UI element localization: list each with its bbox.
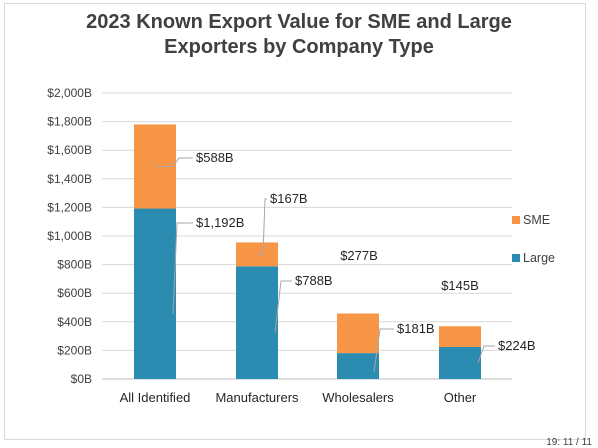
bar-large bbox=[134, 208, 176, 379]
data-label-sme: $167B bbox=[270, 191, 308, 206]
bar-sme bbox=[337, 313, 379, 354]
y-tick-label: $1,200B bbox=[47, 200, 92, 214]
bar-sme bbox=[439, 326, 481, 347]
legend-label: SME bbox=[523, 213, 550, 227]
y-tick-label: $1,800B bbox=[47, 115, 92, 129]
y-tick-label: $0B bbox=[71, 372, 92, 386]
y-tick-label: $1,600B bbox=[47, 143, 92, 157]
data-label-sme: $588B bbox=[196, 150, 234, 165]
legend-label: Large bbox=[523, 251, 555, 265]
legend-swatch bbox=[512, 254, 520, 262]
chart-title: 2023 Known Export Value for SME and Larg… bbox=[0, 10, 598, 60]
leader-line bbox=[155, 157, 193, 168]
data-label-large: $788B bbox=[295, 273, 333, 288]
data-label-large: $1,192B bbox=[196, 215, 244, 230]
bar-large bbox=[236, 266, 278, 379]
data-label-large: $224B bbox=[498, 338, 536, 353]
bar-large bbox=[439, 346, 481, 379]
y-tick-label: $400B bbox=[57, 315, 92, 329]
x-tick-label: All Identified bbox=[120, 390, 191, 405]
leader-line bbox=[172, 222, 193, 314]
legend-swatch bbox=[512, 216, 520, 224]
y-tick-label: $600B bbox=[57, 286, 92, 300]
chart-frame bbox=[4, 3, 586, 440]
x-tick-label: Other bbox=[444, 390, 477, 405]
footer-fragment: 19: 11 / 11 bbox=[546, 437, 592, 448]
data-label-large: $181B bbox=[397, 321, 435, 336]
x-tick-label: Manufacturers bbox=[215, 390, 299, 405]
leader-line bbox=[477, 345, 495, 364]
y-tick-label: $200B bbox=[57, 343, 92, 357]
data-label-sme: $277B bbox=[340, 248, 378, 263]
leader-line bbox=[257, 198, 267, 255]
data-label-sme: $145B bbox=[441, 278, 479, 293]
y-tick-label: $1,400B bbox=[47, 172, 92, 186]
y-tick-label: $800B bbox=[57, 258, 92, 272]
x-tick-label: Wholesalers bbox=[322, 390, 394, 405]
chart-title-line-1: 2023 Known Export Value for SME and Larg… bbox=[86, 11, 512, 33]
leader-line bbox=[274, 280, 292, 333]
y-tick-label: $2,000B bbox=[47, 86, 92, 100]
leader-line bbox=[373, 328, 394, 373]
bar-large bbox=[337, 353, 379, 379]
chart-title-line-2: Exporters by Company Type bbox=[164, 36, 434, 58]
y-tick-label: $1,000B bbox=[47, 229, 92, 243]
